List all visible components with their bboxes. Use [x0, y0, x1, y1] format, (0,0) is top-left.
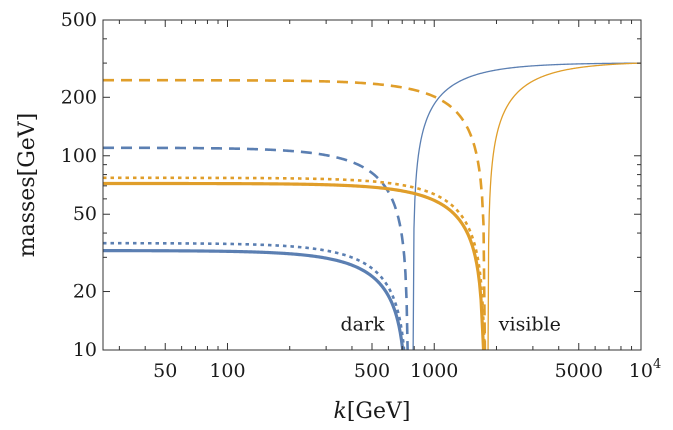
x-tick-label: 500	[354, 360, 390, 382]
annotation-dark: dark	[340, 314, 385, 336]
x-axis-label-unit: [GeV]	[347, 399, 411, 424]
series-blue-dashed	[103, 146, 409, 350]
series-layer	[103, 62, 641, 350]
y-axis-label: masses[GeV]	[15, 113, 40, 258]
x-tick-label-text: 500	[354, 360, 390, 382]
series-orange-thin	[487, 62, 641, 350]
x-axis-label-variable: k	[334, 399, 347, 424]
x-tick-label-sup: 4	[653, 357, 661, 372]
series-orange-dashed	[103, 78, 487, 350]
series-orange-dotted	[103, 176, 486, 350]
x-tick-label: 5000	[555, 360, 603, 382]
series-blue-dotted	[103, 241, 406, 350]
x-tick-label: 100	[209, 360, 245, 382]
x-axis-label: k[GeV]	[334, 399, 411, 424]
x-tick-label-text: 5000	[555, 360, 603, 382]
series-blue-solid-thick	[103, 249, 405, 350]
x-tick-label: 1000	[410, 360, 458, 382]
y-tick-label: 20	[73, 281, 97, 303]
x-tick-label: 50	[153, 360, 177, 382]
tick-layer	[103, 19, 642, 351]
series-orange-solid-thick	[103, 181, 486, 350]
annotation-visible: visible	[498, 314, 561, 336]
y-tick-label: 10	[73, 339, 97, 361]
y-tick-label: 500	[61, 9, 97, 31]
y-tick-label: 50	[73, 203, 97, 225]
x-tick-label-text: 50	[153, 360, 177, 382]
series-blue-thin	[412, 62, 641, 350]
x-tick-label-text: 100	[209, 360, 245, 382]
x-tick-label-text: 10	[629, 360, 653, 382]
y-tick-label: 200	[61, 86, 97, 108]
y-tick-label: 100	[61, 145, 97, 167]
x-tick-label: 104	[629, 357, 661, 382]
x-tick-label-text: 1000	[410, 360, 458, 382]
